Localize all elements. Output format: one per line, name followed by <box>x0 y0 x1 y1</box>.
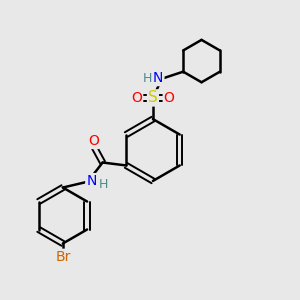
Text: S: S <box>148 90 158 105</box>
Text: N: N <box>86 174 97 188</box>
Text: O: O <box>88 134 99 148</box>
Text: H: H <box>143 72 152 85</box>
Text: O: O <box>164 91 175 105</box>
Text: H: H <box>98 178 108 191</box>
Text: O: O <box>131 91 142 105</box>
Text: Br: Br <box>55 250 70 264</box>
Text: N: N <box>153 71 164 85</box>
